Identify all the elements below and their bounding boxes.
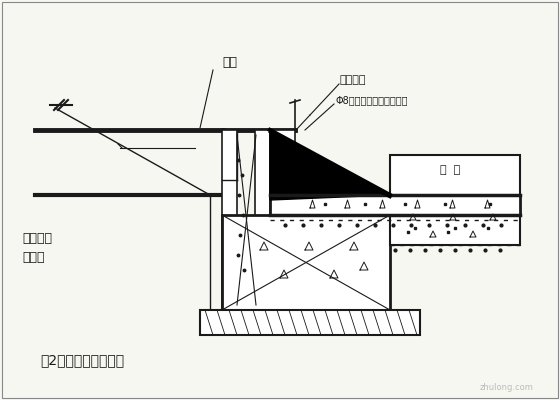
Bar (222, 215, 390, 310)
Text: （2）、内外墙模板：: （2）、内外墙模板： (40, 353, 124, 367)
Text: Φ8钢筋止水板与主筋点焊: Φ8钢筋止水板与主筋点焊 (335, 95, 408, 105)
Bar (390, 155, 520, 245)
Polygon shape (270, 130, 390, 200)
Text: 底  板: 底 板 (440, 165, 460, 175)
Text: 钢管或木
枋支撑: 钢管或木 枋支撑 (22, 232, 52, 264)
Text: 止水钢板: 止水钢板 (340, 75, 366, 85)
Bar (255, 130, 270, 310)
Text: zhulong.com: zhulong.com (480, 384, 534, 392)
Bar (270, 195, 520, 215)
Text: 护坡: 护坡 (222, 56, 237, 68)
Bar (200, 310, 420, 335)
Bar (270, 130, 295, 195)
Bar (222, 130, 237, 310)
